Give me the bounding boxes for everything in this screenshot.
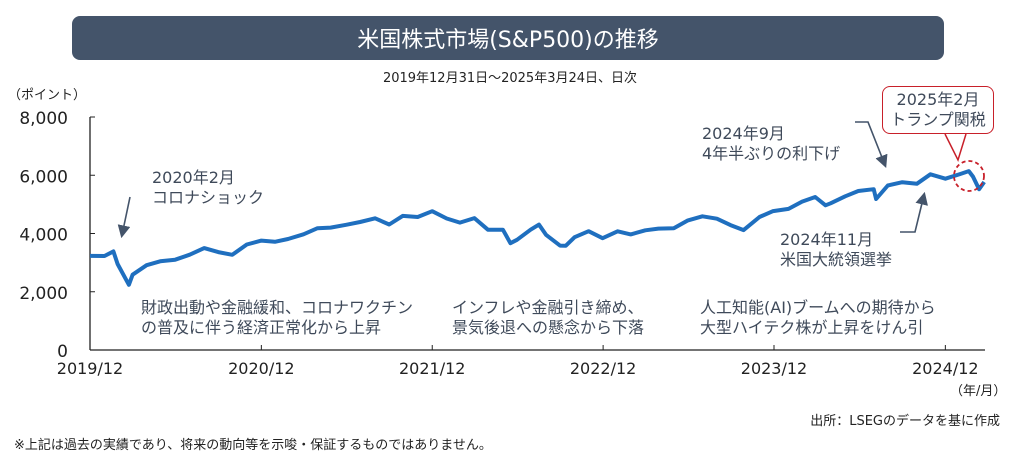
- y-tick-label: 8,000: [19, 109, 68, 129]
- annotation-covid: 2020年2月 コロナショック: [152, 168, 264, 208]
- annotation-line: 人工知能(AI)ブームへの期待から: [700, 298, 936, 317]
- annotation-line: の普及に伴う経済正常化から上昇: [141, 318, 382, 337]
- annotation-line: 景気後退への懸念から下落: [452, 318, 645, 337]
- y-tick-label: 4,000: [19, 226, 68, 246]
- chart-title: 米国株式市場(S&P500)の推移: [72, 16, 944, 60]
- arrow-election: [900, 191, 928, 233]
- annotation-phase3: 人工知能(AI)ブームへの期待から 大型ハイテク株が上昇をけん引: [700, 298, 936, 338]
- y-tick-label: 2,000: [19, 284, 68, 304]
- disclaimer: ※上記は過去の実績であり、将来の動向等を示唆・保証するものではありません。: [14, 438, 492, 453]
- chart-subtitle: 2019年12月31日～2025年3月24日、日次: [382, 71, 638, 86]
- annotation-line: 大型ハイテク株が上昇をけん引: [700, 318, 924, 337]
- annotation-line: コロナショック: [152, 188, 265, 207]
- annotation-line: 2024年11月: [780, 230, 874, 249]
- callout-line-2: トランプ関税: [890, 110, 986, 129]
- x-tick-label: 2021/12: [399, 359, 465, 378]
- x-tick-label: 2019/12: [57, 359, 123, 378]
- annotation-election: 2024年11月 米国大統領選挙: [780, 230, 892, 270]
- callout-tariff: 2025年2月 トランプ関税: [882, 86, 994, 134]
- annotation-line: 2024年9月: [702, 124, 785, 143]
- series-line-sp500: [89, 169, 986, 287]
- annotation-phase1: 財政出動や金融緩和、コロナワクチン の普及に伴う経済正常化から上昇: [141, 298, 413, 338]
- title-text: 米国株式市場(S&P500)の推移: [357, 28, 659, 53]
- annotation-line: 米国大統領選挙: [780, 250, 893, 269]
- annotation-line: インフレや金融引き締め、: [452, 298, 644, 317]
- callout-line-1: 2025年2月: [896, 90, 980, 109]
- arrow-ratecut: [855, 121, 888, 168]
- y-tick-label: 0: [57, 342, 68, 362]
- x-tick-label: 2024/12: [912, 359, 978, 378]
- annotation-line: 2020年2月: [152, 168, 235, 187]
- x-tick-label: 2020/12: [228, 359, 294, 378]
- x-tick-label: 2023/12: [741, 359, 807, 378]
- annotation-line: 財政出動や金融緩和、コロナワクチン: [141, 298, 414, 317]
- annotation-ratecut: 2024年9月 4年半ぶりの利下げ: [702, 124, 840, 164]
- source-note: 出所：LSEGのデータを基に作成: [810, 414, 1000, 429]
- y-axis-unit: （ポイント）: [8, 88, 87, 103]
- x-tick-label: 2022/12: [570, 359, 636, 378]
- callout-tail: [944, 133, 967, 163]
- arrow-covid: [117, 196, 131, 239]
- x-axis-unit: （年/月）: [950, 384, 1007, 399]
- annotation-line: 4年半ぶりの利下げ: [702, 144, 841, 163]
- y-tick-label: 6,000: [19, 167, 68, 187]
- annotation-phase2: インフレや金融引き締め、 景気後退への懸念から下落: [452, 298, 644, 338]
- highlight-circle: [953, 160, 985, 192]
